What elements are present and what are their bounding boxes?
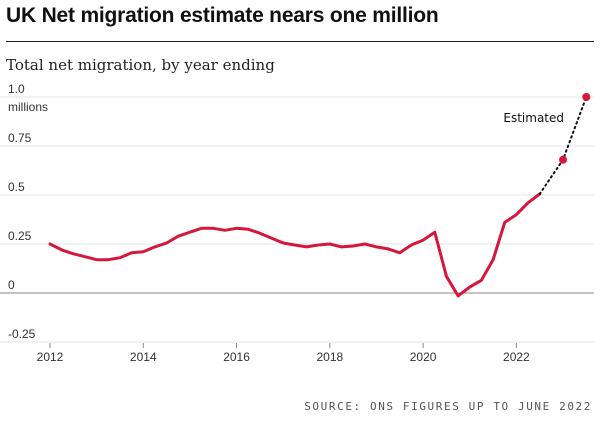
estimated-label: Estimated [503, 111, 564, 125]
grid-lines [0, 96, 594, 343]
y-tick-label: 0.25 [8, 229, 32, 243]
x-tick-label: 2018 [316, 350, 343, 364]
x-axis-ticks: 2012 2014 2016 2018 2020 2022 [37, 343, 530, 364]
y-tick-label: 1.0 [8, 82, 25, 96]
y-tick-label: -0.25 [8, 327, 36, 341]
y-unit-label: millions [8, 100, 48, 114]
series-layer [48, 192, 542, 298]
title-divider [6, 41, 594, 42]
chart-title: UK Net migration estimate nears one mill… [6, 4, 439, 27]
x-tick-label: 2022 [503, 350, 530, 364]
y-tick-label: 0 [8, 278, 15, 292]
x-tick-label: 2014 [130, 350, 157, 364]
estimate-layer: Estimated [503, 93, 591, 195]
series-line [48, 192, 542, 298]
x-tick-label: 2012 [37, 350, 64, 364]
x-tick-label: 2016 [223, 350, 250, 364]
y-tick-label: 0.75 [8, 131, 32, 145]
x-tick-label: 2020 [410, 350, 437, 364]
source-note: SOURCE: ONS FIGURES UP TO JUNE 2022 [304, 400, 592, 413]
chart-subtitle: Total net migration, by year ending [6, 56, 275, 74]
y-tick-label: 0.5 [8, 180, 25, 194]
estimate-point [559, 155, 568, 164]
y-axis-ticks: -0.25 0 0.25 0.5 0.75 1.0 millions [8, 82, 48, 341]
estimate-point [582, 93, 591, 101]
